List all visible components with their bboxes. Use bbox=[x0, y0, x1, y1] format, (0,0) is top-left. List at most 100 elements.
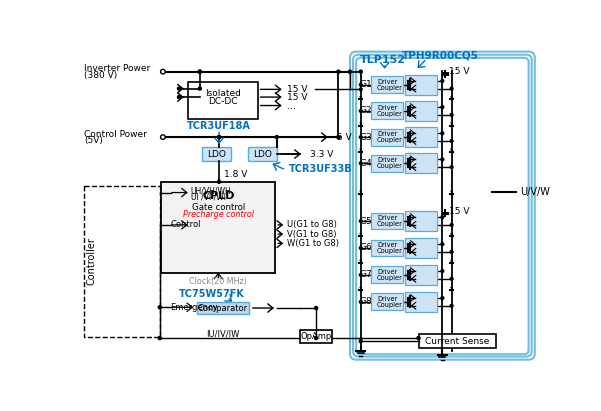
Text: G1: G1 bbox=[360, 80, 373, 89]
Text: Driver: Driver bbox=[377, 157, 397, 163]
Circle shape bbox=[450, 140, 453, 142]
Text: G5: G5 bbox=[360, 217, 373, 226]
Text: TC75W57FK: TC75W57FK bbox=[178, 289, 245, 299]
Text: W(G1 to G8): W(G1 to G8) bbox=[287, 239, 339, 248]
Bar bbox=[404, 292, 437, 312]
Bar bbox=[84, 186, 160, 337]
Circle shape bbox=[359, 247, 362, 249]
Circle shape bbox=[441, 106, 444, 109]
Text: UH/VH/WH: UH/VH/WH bbox=[191, 187, 231, 196]
Text: G6: G6 bbox=[360, 243, 373, 252]
Text: Control Power: Control Power bbox=[84, 129, 147, 139]
Bar bbox=[404, 75, 437, 95]
Text: Comparator: Comparator bbox=[198, 304, 248, 312]
Circle shape bbox=[441, 158, 444, 161]
Text: Gate control: Gate control bbox=[192, 203, 245, 212]
Circle shape bbox=[158, 306, 161, 309]
Circle shape bbox=[441, 132, 444, 135]
Bar bbox=[161, 182, 275, 272]
Text: U(G1 to G8): U(G1 to G8) bbox=[287, 220, 337, 229]
Text: TCR3UF33B: TCR3UF33B bbox=[288, 164, 352, 174]
Bar bbox=[202, 147, 231, 161]
Circle shape bbox=[359, 83, 362, 86]
Circle shape bbox=[218, 136, 221, 139]
Bar bbox=[418, 334, 495, 348]
Circle shape bbox=[177, 95, 180, 99]
Circle shape bbox=[198, 87, 201, 90]
Circle shape bbox=[218, 180, 221, 183]
Polygon shape bbox=[450, 260, 453, 263]
Bar bbox=[371, 102, 403, 119]
Text: LDO: LDO bbox=[207, 150, 226, 159]
Text: 5 V: 5 V bbox=[337, 133, 352, 142]
Text: Driver: Driver bbox=[377, 269, 397, 275]
Circle shape bbox=[359, 136, 362, 139]
Text: Driver: Driver bbox=[377, 131, 397, 137]
Text: Driver: Driver bbox=[377, 215, 397, 221]
Bar bbox=[371, 212, 403, 229]
Circle shape bbox=[314, 337, 318, 339]
Bar bbox=[404, 101, 437, 121]
Polygon shape bbox=[359, 191, 362, 194]
Bar bbox=[371, 240, 403, 256]
Text: 15 V: 15 V bbox=[287, 92, 307, 102]
Polygon shape bbox=[450, 149, 453, 152]
Polygon shape bbox=[450, 233, 453, 236]
Circle shape bbox=[450, 166, 453, 169]
Text: Coupler: Coupler bbox=[377, 137, 403, 143]
Circle shape bbox=[417, 337, 420, 339]
Circle shape bbox=[314, 307, 318, 309]
Text: Coupler: Coupler bbox=[377, 302, 403, 308]
Bar bbox=[371, 266, 403, 284]
Text: 15 V: 15 V bbox=[448, 206, 469, 215]
Text: CPLD: CPLD bbox=[202, 192, 234, 201]
Circle shape bbox=[359, 339, 362, 343]
Text: ...: ... bbox=[287, 101, 296, 111]
Text: 1.8 V: 1.8 V bbox=[224, 170, 248, 178]
Polygon shape bbox=[450, 96, 453, 99]
Polygon shape bbox=[359, 122, 362, 125]
Polygon shape bbox=[359, 233, 362, 236]
Circle shape bbox=[359, 300, 362, 303]
Text: Controller: Controller bbox=[87, 237, 96, 285]
Circle shape bbox=[198, 70, 201, 73]
Text: TLP152: TLP152 bbox=[360, 55, 406, 65]
Circle shape bbox=[450, 250, 453, 253]
Bar bbox=[248, 147, 277, 161]
Text: OpAmp: OpAmp bbox=[300, 332, 332, 341]
Text: UI /VI /WI: UI /VI /WI bbox=[191, 193, 225, 202]
Bar bbox=[300, 330, 332, 344]
Text: Coupler: Coupler bbox=[377, 275, 403, 281]
Circle shape bbox=[441, 243, 444, 245]
Circle shape bbox=[177, 87, 180, 90]
Text: Driver: Driver bbox=[377, 242, 397, 248]
Bar bbox=[404, 211, 437, 231]
Bar bbox=[404, 127, 437, 147]
Circle shape bbox=[441, 79, 444, 82]
Text: LDO: LDO bbox=[253, 150, 272, 159]
Circle shape bbox=[359, 162, 362, 165]
Circle shape bbox=[441, 297, 444, 300]
Circle shape bbox=[441, 216, 444, 219]
Circle shape bbox=[158, 337, 161, 339]
Text: 15 V: 15 V bbox=[287, 85, 307, 94]
Text: Clock(20 MHz): Clock(20 MHz) bbox=[189, 277, 247, 286]
Bar bbox=[371, 155, 403, 172]
Text: G8: G8 bbox=[360, 298, 373, 306]
Polygon shape bbox=[359, 260, 362, 263]
Text: G4: G4 bbox=[360, 159, 373, 168]
Text: Coupler: Coupler bbox=[377, 111, 403, 117]
Circle shape bbox=[337, 136, 340, 139]
Text: Inverter Power: Inverter Power bbox=[84, 64, 151, 73]
Bar bbox=[371, 129, 403, 145]
Circle shape bbox=[450, 87, 453, 90]
Text: Precharge control: Precharge control bbox=[183, 210, 254, 219]
Bar bbox=[371, 293, 403, 310]
Text: U/V/W: U/V/W bbox=[520, 187, 550, 197]
Polygon shape bbox=[359, 149, 362, 152]
Text: TCR3UF18A: TCR3UF18A bbox=[187, 121, 251, 132]
Text: (5V): (5V) bbox=[84, 136, 103, 145]
Text: Coupler: Coupler bbox=[377, 248, 403, 254]
Text: Driver: Driver bbox=[377, 79, 397, 85]
Circle shape bbox=[275, 136, 278, 139]
